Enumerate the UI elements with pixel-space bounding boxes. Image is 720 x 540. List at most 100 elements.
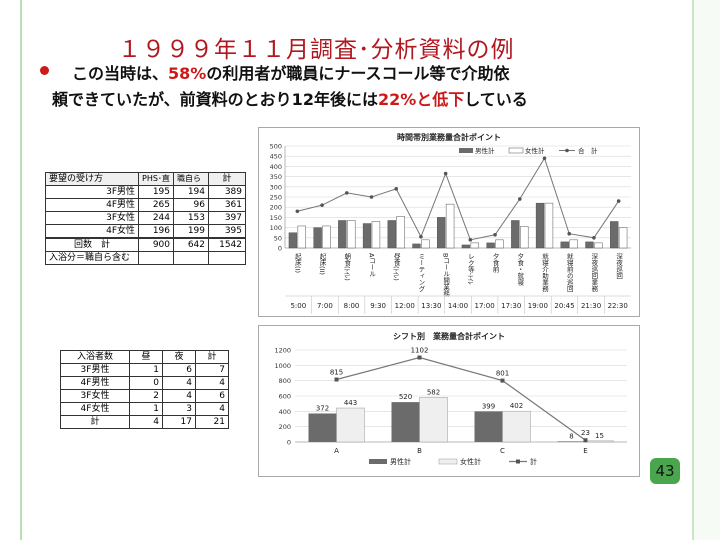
request-method-table: 要望の受け方 PHS･直 職自ら 計 3F男性 195 194 389 4F男性… bbox=[45, 172, 246, 265]
x-category-label: C bbox=[500, 447, 505, 455]
x-category-label: 就寝前の巡回 bbox=[565, 252, 573, 293]
y-tick-label: 400 bbox=[270, 163, 282, 171]
y-tick-label: 150 bbox=[270, 214, 282, 222]
table-header-cell: 昼 bbox=[129, 350, 163, 364]
table-cell bbox=[173, 251, 209, 265]
x-category-label: 起床(I) bbox=[293, 253, 301, 273]
time-label: 12:00 bbox=[395, 302, 415, 310]
y-tick-label: 200 bbox=[279, 423, 291, 431]
time-slot-chart-panel: 時間帯別業務量合計ポイント 0 50 100 150 200 250 300 350 400 450… bbox=[258, 127, 640, 317]
table-cell: 3F女性 bbox=[60, 389, 130, 403]
bullet-dot-icon bbox=[40, 66, 49, 75]
y-tick-label: 600 bbox=[279, 393, 291, 401]
table-cell: 4 bbox=[162, 389, 196, 403]
bar-female bbox=[336, 407, 365, 443]
table-header-cell: 夜 bbox=[162, 350, 196, 364]
table-row: 3F女性 2 4 6 bbox=[60, 389, 229, 403]
table-cell: 1 bbox=[129, 402, 163, 416]
table-cell: 196 bbox=[138, 224, 174, 239]
y-tick-label: 1200 bbox=[274, 347, 291, 355]
total-point bbox=[468, 238, 473, 242]
legend-label: 男性計 bbox=[475, 146, 495, 155]
total-point bbox=[493, 232, 497, 237]
y-tick-label: 1000 bbox=[274, 362, 291, 370]
bar-female bbox=[495, 239, 504, 249]
table-cell: 4 bbox=[195, 402, 229, 416]
table-cell: 21 bbox=[195, 415, 229, 429]
summary-text-2a: 頼できていたが、前資料のとおり12年後には bbox=[52, 90, 378, 109]
bar-female bbox=[502, 410, 531, 443]
data-label-total: 23 bbox=[581, 429, 590, 437]
table-cell: 244 bbox=[138, 211, 174, 225]
time-label: 17:00 bbox=[475, 302, 495, 310]
time-label: 13:30 bbox=[421, 302, 441, 310]
table-row: 4F男性 265 96 361 bbox=[45, 198, 246, 212]
table-header-cell: PHS･直 bbox=[138, 172, 174, 186]
x-category-label: 夕食前 bbox=[491, 252, 499, 274]
bar-male bbox=[474, 411, 503, 442]
x-category-label: 昼食(ﾄｲﾚ) bbox=[392, 253, 400, 281]
table-cell: 6 bbox=[195, 389, 229, 403]
legend-label: 女性計 bbox=[525, 146, 545, 155]
bar-female bbox=[585, 440, 614, 443]
table-header-cell: 計 bbox=[208, 172, 246, 186]
table-cell: 4F男性 bbox=[45, 198, 139, 212]
x-category-label: 起床(II) bbox=[318, 253, 326, 275]
bar-female bbox=[569, 239, 578, 249]
total-point bbox=[443, 171, 448, 176]
summary-line-2: 頼できていたが、前資料のとおり12年後には22%と低下している bbox=[52, 86, 528, 110]
bar-male bbox=[437, 217, 446, 249]
time-label: 17:30 bbox=[501, 302, 521, 310]
x-category-label: E bbox=[583, 447, 587, 455]
table-cell: 389 bbox=[208, 185, 246, 199]
total-point bbox=[334, 377, 339, 382]
bar-female bbox=[421, 239, 430, 249]
y-tick-label: 100 bbox=[270, 224, 282, 232]
x-category-label: 朝食(ﾄｲﾚ) bbox=[343, 253, 351, 281]
total-point bbox=[417, 355, 422, 360]
x-category-label: Bコール開業務 bbox=[442, 253, 450, 298]
table-cell: 1 bbox=[129, 363, 163, 377]
time-label: 7:00 bbox=[317, 302, 333, 310]
table-header-cell: 職自ら bbox=[173, 172, 209, 186]
total-line bbox=[297, 157, 620, 241]
x-category-label: 深夜巡回 bbox=[615, 252, 623, 280]
data-label-total: 801 bbox=[496, 370, 509, 378]
bar-male bbox=[610, 221, 619, 249]
bar-female bbox=[297, 225, 307, 249]
bar-male bbox=[391, 402, 420, 442]
shift-chart: シフト別 業務量合計ポイント 0 200 400 600 800 1000 1200 372 44… bbox=[274, 331, 627, 466]
legend-swatch-male bbox=[459, 148, 473, 153]
legend-swatch-male bbox=[369, 459, 387, 464]
bar-male bbox=[362, 223, 372, 249]
summary-text-2c: している bbox=[464, 90, 528, 109]
summary-highlight-22: 22%と低下 bbox=[377, 90, 465, 109]
table-cell: 900 bbox=[138, 237, 174, 252]
summary-highlight-58: 58% bbox=[168, 64, 207, 83]
total-point bbox=[592, 236, 596, 240]
table-header-cell: 入浴者数 bbox=[60, 350, 130, 364]
table-cell: 395 bbox=[208, 224, 246, 239]
y-tick-label: 350 bbox=[270, 173, 282, 181]
table-total-row: 計 4 17 21 bbox=[60, 415, 229, 429]
legend-label: 女性計 bbox=[460, 457, 481, 466]
data-label-total: 1102 bbox=[411, 347, 429, 355]
bar-female bbox=[520, 226, 529, 249]
time-label: 14:00 bbox=[448, 302, 468, 310]
table-cell: 3 bbox=[162, 402, 196, 416]
bar-male bbox=[387, 220, 396, 249]
time-slot-chart: 時間帯別業務量合計ポイント 0 50 100 150 200 250 300 350 400 450… bbox=[270, 132, 631, 314]
y-tick-label: 250 bbox=[270, 194, 282, 202]
bar-female bbox=[371, 221, 381, 249]
table-cell: 397 bbox=[208, 211, 246, 225]
bar-female bbox=[544, 202, 554, 249]
table-header-row: 要望の受け方 PHS･直 職自ら 計 bbox=[45, 172, 246, 186]
legend-swatch-female bbox=[438, 458, 458, 465]
table-cell: 2 bbox=[129, 389, 163, 403]
shift-chart-panel: シフト別 業務量合計ポイント 0 200 400 600 800 1000 1200 372 44… bbox=[258, 325, 640, 477]
total-point bbox=[517, 197, 522, 201]
time-label: 20:45 bbox=[554, 302, 574, 310]
x-category-label: 夕食・就寝 bbox=[516, 252, 524, 286]
bar-female bbox=[445, 203, 455, 249]
table-note-row: 入浴分＝職自ら含む bbox=[45, 251, 246, 265]
